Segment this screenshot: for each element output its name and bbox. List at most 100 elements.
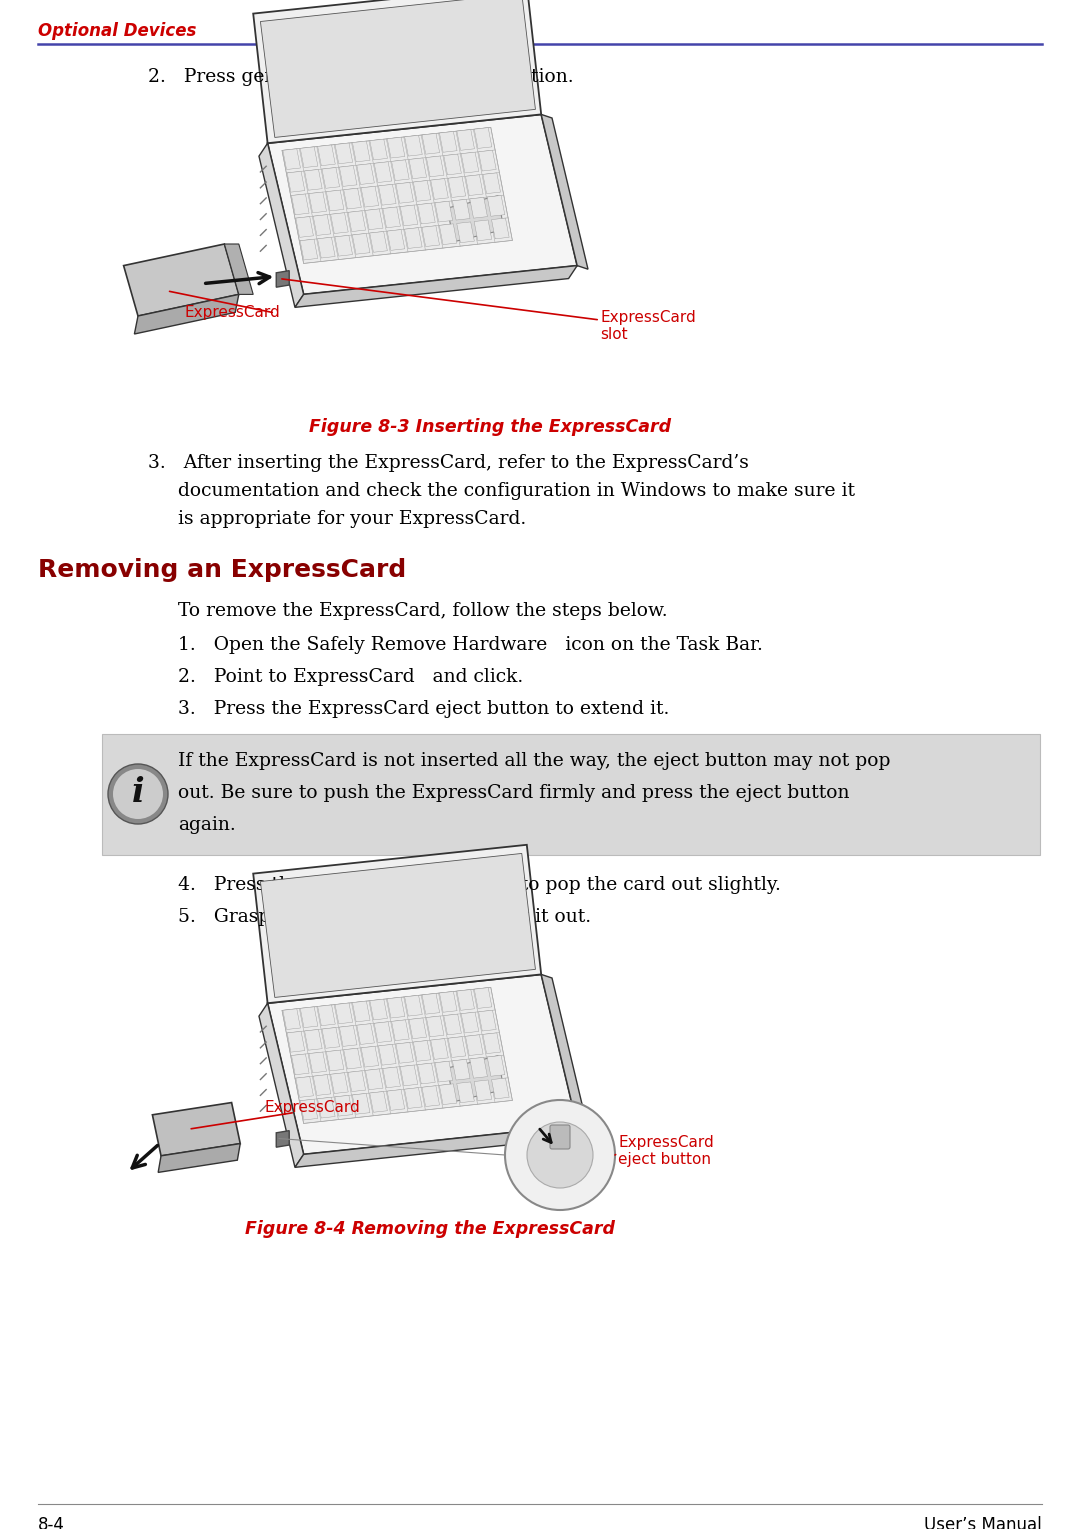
Polygon shape [352, 141, 370, 162]
Polygon shape [465, 174, 483, 196]
Text: documentation and check the configuration in Windows to make sure it: documentation and check the configuratio… [178, 482, 855, 500]
Polygon shape [318, 145, 335, 165]
FancyBboxPatch shape [102, 734, 1040, 855]
Polygon shape [259, 144, 303, 307]
Polygon shape [440, 991, 457, 1012]
Polygon shape [283, 1009, 300, 1029]
Polygon shape [300, 147, 318, 168]
Polygon shape [453, 199, 470, 220]
Polygon shape [283, 148, 300, 170]
Polygon shape [287, 171, 305, 193]
Polygon shape [309, 193, 326, 213]
Polygon shape [295, 266, 577, 307]
Polygon shape [422, 133, 440, 154]
Polygon shape [387, 229, 405, 251]
Polygon shape [382, 1067, 401, 1087]
Polygon shape [335, 1095, 352, 1116]
Ellipse shape [505, 1099, 615, 1209]
Polygon shape [378, 1044, 396, 1066]
Polygon shape [330, 1073, 348, 1093]
Polygon shape [335, 1003, 353, 1024]
Polygon shape [444, 1014, 461, 1035]
Polygon shape [483, 173, 500, 194]
Polygon shape [409, 1018, 427, 1038]
Polygon shape [427, 156, 444, 177]
Polygon shape [158, 1144, 240, 1173]
Polygon shape [470, 1058, 487, 1078]
Polygon shape [374, 162, 392, 182]
Polygon shape [296, 217, 313, 237]
Polygon shape [253, 0, 541, 144]
Polygon shape [356, 1024, 375, 1044]
Polygon shape [418, 1063, 435, 1084]
Polygon shape [276, 271, 289, 287]
Polygon shape [356, 164, 375, 185]
Polygon shape [431, 179, 448, 199]
Polygon shape [474, 1079, 491, 1101]
Polygon shape [491, 219, 509, 239]
Text: To remove the ExpressCard, follow the steps below.: To remove the ExpressCard, follow the st… [178, 602, 667, 619]
Polygon shape [300, 1099, 318, 1119]
Text: ExpressCard
slot: ExpressCard slot [600, 310, 696, 342]
Polygon shape [309, 1052, 326, 1073]
Polygon shape [300, 239, 318, 260]
Polygon shape [282, 127, 512, 263]
Text: Removing an ExpressCard: Removing an ExpressCard [38, 558, 406, 583]
Polygon shape [440, 223, 457, 245]
Polygon shape [448, 177, 465, 197]
Polygon shape [295, 1125, 577, 1167]
Polygon shape [392, 1020, 409, 1041]
Polygon shape [440, 131, 457, 153]
Polygon shape [431, 1038, 448, 1060]
Polygon shape [418, 203, 435, 223]
Polygon shape [361, 1046, 379, 1067]
Text: out. Be sure to push the ExpressCard firmly and press the eject button: out. Be sure to push the ExpressCard fir… [178, 784, 850, 803]
Polygon shape [305, 1029, 322, 1050]
Text: 2.   Point to ExpressCard   and click.: 2. Point to ExpressCard and click. [178, 668, 523, 687]
Polygon shape [401, 1066, 418, 1086]
Polygon shape [300, 1008, 318, 1027]
Polygon shape [352, 1001, 370, 1021]
Text: is appropriate for your ExpressCard.: is appropriate for your ExpressCard. [178, 511, 526, 528]
Text: 1.   Open the Safely Remove Hardware   icon on the Task Bar.: 1. Open the Safely Remove Hardware icon … [178, 636, 762, 654]
Polygon shape [369, 998, 388, 1020]
Polygon shape [313, 214, 330, 235]
Circle shape [108, 764, 168, 824]
Polygon shape [401, 205, 418, 226]
Polygon shape [282, 988, 512, 1124]
Polygon shape [326, 190, 343, 211]
Polygon shape [478, 150, 496, 171]
Polygon shape [388, 138, 405, 157]
Polygon shape [369, 1092, 388, 1112]
Polygon shape [382, 206, 401, 228]
Text: 4.   Press the extended eject button to pop the card out slightly.: 4. Press the extended eject button to po… [178, 876, 781, 894]
Polygon shape [405, 136, 422, 156]
Text: i: i [132, 775, 145, 809]
Text: 3.   After inserting the ExpressCard, refer to the ExpressCard’s: 3. After inserting the ExpressCard, refe… [148, 454, 748, 472]
Polygon shape [491, 1078, 509, 1099]
FancyBboxPatch shape [550, 1125, 570, 1148]
Polygon shape [225, 245, 253, 295]
Polygon shape [422, 1086, 440, 1107]
Polygon shape [292, 1053, 309, 1075]
Polygon shape [474, 988, 491, 1009]
Polygon shape [405, 995, 422, 1017]
Polygon shape [318, 237, 335, 258]
Polygon shape [440, 1084, 457, 1104]
Polygon shape [352, 1093, 370, 1115]
Polygon shape [260, 853, 536, 997]
Text: ExpressCard: ExpressCard [265, 1101, 361, 1115]
Polygon shape [388, 997, 405, 1018]
Text: again.: again. [178, 816, 235, 833]
Polygon shape [365, 1069, 383, 1090]
Polygon shape [478, 1011, 496, 1031]
Text: User’s Manual: User’s Manual [924, 1515, 1042, 1529]
Polygon shape [435, 1061, 453, 1083]
Polygon shape [348, 1070, 366, 1092]
Polygon shape [414, 180, 431, 202]
Polygon shape [322, 1027, 339, 1049]
Circle shape [113, 769, 163, 820]
Text: If the ExpressCard is not inserted all the way, the eject button may not pop: If the ExpressCard is not inserted all t… [178, 752, 891, 771]
Polygon shape [414, 1041, 431, 1061]
Polygon shape [313, 1075, 330, 1095]
